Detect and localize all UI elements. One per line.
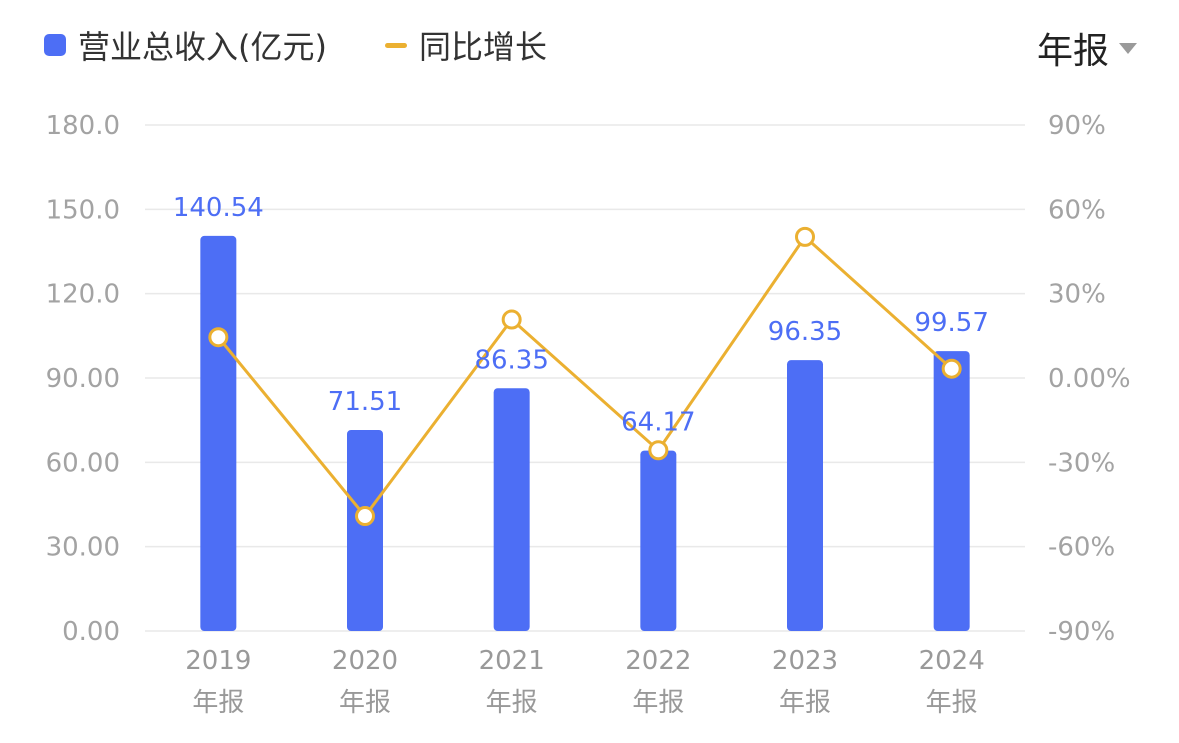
period-dropdown-label: 年报: [1036, 31, 1109, 72]
x-tick-label: 2023: [772, 646, 838, 676]
caret-down-icon: [1119, 42, 1137, 54]
y-right-tick-label: -60%: [1048, 533, 1115, 563]
growth-point: [795, 226, 815, 247]
bar-value-label: 86.35: [474, 345, 548, 375]
y-right-tick-label: -90%: [1048, 617, 1115, 647]
growth-point: [648, 440, 669, 461]
legend-item-revenue[interactable]: 营业总收入(亿元): [44, 22, 327, 68]
y-left-tick-label: 30.00: [46, 533, 120, 563]
x-tick-sublabel: 年报: [632, 688, 684, 718]
x-tick-sublabel: 年报: [779, 688, 831, 718]
bar-value-label: 96.35: [768, 317, 842, 347]
legend-swatch-bar: [44, 34, 66, 56]
bar-value-label: 64.17: [621, 408, 695, 438]
bar: [933, 351, 970, 631]
x-tick-label: 2019: [185, 646, 251, 676]
growth-point: [355, 506, 375, 527]
y-right-tick-label: 90%: [1048, 111, 1106, 141]
y-left-tick-label: 150.0: [46, 195, 120, 225]
bar-value-label: 99.57: [914, 308, 988, 338]
y-left-tick-label: 60.00: [46, 448, 120, 478]
legend-item-growth[interactable]: 同比增长: [384, 22, 547, 68]
y-left-tick-label: 120.0: [46, 280, 120, 310]
growth-point: [941, 358, 962, 379]
y-right-tick-label: -30%: [1048, 448, 1115, 478]
period-dropdown[interactable]: 年报: [1037, 22, 1137, 74]
x-tick-sublabel: 年报: [339, 688, 391, 718]
bar-value-label: 140.54: [173, 193, 264, 223]
growth-line: [217, 235, 953, 518]
x-tick-label: 2020: [332, 646, 398, 676]
legend-label-growth: 同比增长: [418, 28, 547, 66]
y-left-tick-label: 180.0: [46, 111, 120, 141]
bar: [640, 450, 677, 631]
bar: [787, 360, 823, 631]
growth-point: [208, 327, 229, 348]
growth-point: [501, 309, 522, 330]
x-tick-label: 2024: [919, 646, 985, 676]
bar-value-label: 71.51: [328, 387, 402, 417]
x-tick-label: 2021: [479, 646, 545, 676]
y-right-tick-label: 60%: [1048, 195, 1106, 225]
x-tick-sublabel: 年报: [192, 688, 244, 718]
legend-swatch-line: [384, 42, 407, 48]
bar: [200, 235, 237, 631]
y-right-tick-label: 30%: [1048, 280, 1106, 310]
y-left-tick-label: 0.00: [62, 617, 120, 647]
y-left-tick-label: 90.00: [46, 364, 120, 394]
x-tick-sublabel: 年报: [926, 688, 978, 718]
x-tick-label: 2022: [625, 646, 691, 676]
chart-legend: 营业总收入(亿元) 同比增长: [44, 22, 605, 68]
bar: [347, 429, 383, 631]
y-right-tick-label: 0.00%: [1048, 364, 1131, 394]
x-tick-sublabel: 年报: [486, 688, 538, 718]
legend-label-revenue: 营业总收入(亿元): [78, 28, 327, 66]
bar: [493, 388, 530, 631]
